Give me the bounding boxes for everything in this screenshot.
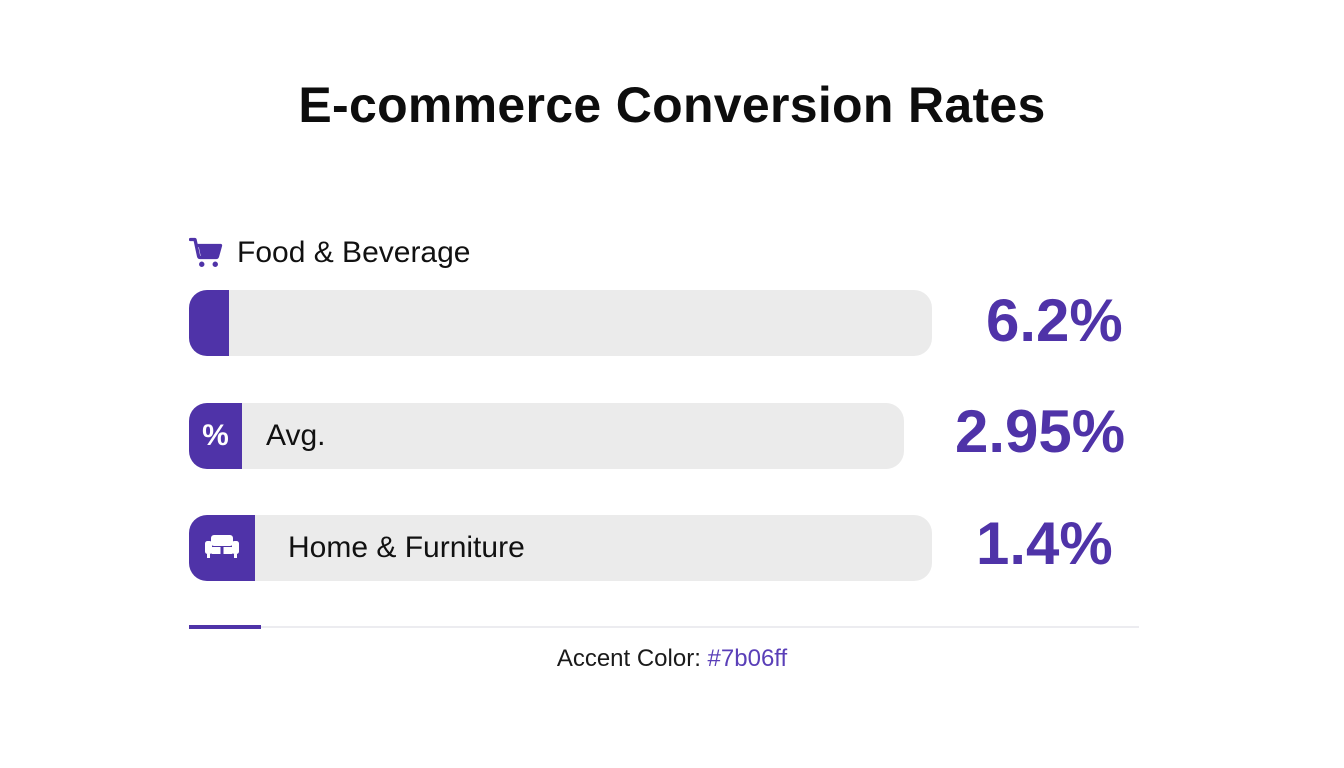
- value-label-home-furniture: 1.4%: [976, 510, 1113, 577]
- category-label-food-beverage: Food & Beverage: [189, 233, 470, 273]
- category-label-home-furniture: Home & Furniture: [288, 531, 525, 564]
- value-label-avg: 2.95%: [955, 398, 1126, 465]
- accent-color-note: Accent Color: #7b06ff: [0, 645, 1344, 673]
- percent-icon: %: [202, 419, 229, 452]
- bar-food-beverage: [189, 290, 229, 356]
- category-label-text: Food & Beverage: [237, 236, 471, 269]
- accent-color-label: Accent Color:: [556, 645, 701, 672]
- divider-accent: [189, 625, 261, 629]
- bar-track-home-furniture: Home & Furniture: [189, 515, 932, 581]
- shopping-cart-icon: [189, 235, 225, 271]
- divider-line: [189, 626, 1139, 628]
- bar-track-avg: % Avg.: [189, 403, 904, 469]
- chart-title: E-commerce Conversion Rates: [298, 77, 1046, 133]
- bar-avg: %: [189, 403, 242, 469]
- value-label-food-beverage: 6.2%: [986, 287, 1123, 354]
- bar-track-food-beverage: [189, 290, 932, 356]
- category-label-avg: Avg.: [266, 419, 326, 452]
- bar-home-furniture: [189, 515, 255, 581]
- accent-color-value: #7b06ff: [707, 645, 788, 672]
- sofa-icon: [204, 533, 240, 564]
